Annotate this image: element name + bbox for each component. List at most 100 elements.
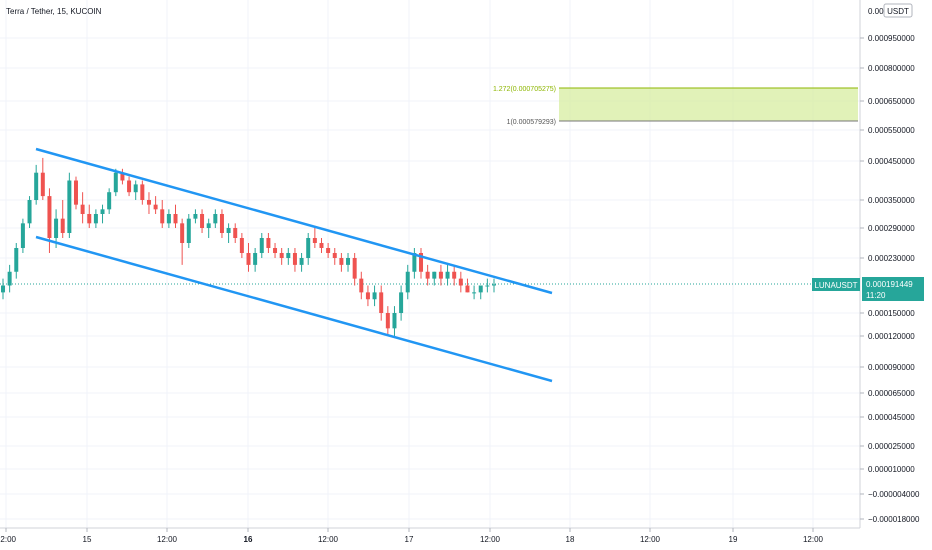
candle-body xyxy=(478,285,483,293)
last-price-label[interactable] xyxy=(862,277,924,301)
price-tick-label: 0.000045000 xyxy=(868,413,915,422)
price-tick-label: 0.000450000 xyxy=(868,157,915,166)
channel-upper-line[interactable] xyxy=(35,147,553,295)
candle-body xyxy=(93,214,98,224)
candle-body xyxy=(379,292,384,313)
price-tick-label: 0.000650000 xyxy=(868,97,915,106)
symbol-price-label[interactable] xyxy=(812,278,860,291)
time-axis[interactable]: 12:00 15 12:00 16 12:00 17 12:00 18 12:00 19 12:00 xyxy=(0,528,824,544)
candle-body xyxy=(127,180,132,193)
candle-body xyxy=(346,258,351,265)
candle-body xyxy=(385,313,390,329)
candle-body xyxy=(113,172,118,193)
candle-body xyxy=(392,313,397,329)
price-tick-label: 0.000120000 xyxy=(868,332,915,341)
price-tick-label: 0.000800000 xyxy=(868,64,915,73)
candle-body xyxy=(273,248,278,253)
time-tick-label: 12:00 xyxy=(157,535,178,544)
price-tick-label: 0.000550000 xyxy=(868,126,915,135)
candle-body xyxy=(173,214,178,224)
fib-label-1272: 1.272(0.000705275) xyxy=(493,86,556,93)
price-tick-label: 0.000150000 xyxy=(868,309,915,318)
candle-body xyxy=(40,172,45,197)
candle-body xyxy=(465,285,470,293)
time-tick-label: 12:00 xyxy=(640,535,661,544)
candle-body xyxy=(399,292,404,313)
candle-body xyxy=(279,253,284,258)
currency-badge-label: USDT xyxy=(887,7,909,16)
candle-body xyxy=(27,200,32,224)
currency-badge[interactable] xyxy=(883,3,913,18)
candle-body xyxy=(458,278,463,286)
candle-body xyxy=(405,271,410,293)
candle-body xyxy=(67,180,72,233)
candle-body xyxy=(246,253,251,265)
channel-lower-line[interactable] xyxy=(35,235,553,383)
candle-body xyxy=(359,278,364,293)
candle-body xyxy=(73,180,78,205)
candle-body xyxy=(253,253,258,265)
price-tick-label: 0.000025000 xyxy=(868,442,915,451)
candle-body xyxy=(20,223,25,248)
candle-body xyxy=(206,223,211,228)
price-tick-label: 0.000065000 xyxy=(868,389,915,398)
fib-zone[interactable] xyxy=(559,88,858,121)
price-axis[interactable]: 0.000950000 0.000800000 0.000650000 0.00055… xyxy=(860,34,920,524)
time-tick-label: 12:00 xyxy=(0,535,17,544)
candle-body xyxy=(146,200,151,205)
candle-body xyxy=(160,209,165,224)
candle-body xyxy=(54,218,59,238)
candle-body xyxy=(326,248,331,253)
candle-body xyxy=(186,218,191,243)
candle-body xyxy=(1,285,5,293)
candle-body xyxy=(266,238,271,248)
time-tick-label: 15 xyxy=(83,535,92,544)
candle-body xyxy=(339,258,344,265)
candle-body xyxy=(312,238,317,243)
candle-body xyxy=(259,238,264,253)
candle-body xyxy=(472,292,477,294)
candle-body xyxy=(452,271,457,279)
time-tick-label: 16 xyxy=(244,535,253,544)
candle-body xyxy=(352,258,357,279)
price-tick-label: −0.000018000 xyxy=(868,515,920,524)
time-tick-label: 12:00 xyxy=(480,535,501,544)
candle-body xyxy=(286,253,291,258)
time-tick-label: 17 xyxy=(405,535,414,544)
candle-body xyxy=(200,214,205,228)
candle-body xyxy=(306,238,311,258)
candle-body xyxy=(365,292,370,300)
candle-body xyxy=(219,214,224,233)
price-tick-label: −0.000004000 xyxy=(868,490,920,499)
candle-body xyxy=(226,228,231,233)
candle-body xyxy=(193,214,198,219)
candle-body xyxy=(319,243,324,248)
price-tick-label: 0.000090000 xyxy=(868,363,915,372)
symbol-title: Terra / Tether, 15, KUCOIN xyxy=(6,7,102,16)
candle-body xyxy=(372,292,377,300)
candle-body xyxy=(80,204,85,214)
candle-body xyxy=(140,184,145,200)
candle-body xyxy=(412,253,417,272)
symbol-price-label-text: LUNAUSDT xyxy=(814,281,857,290)
candle-body xyxy=(133,184,138,193)
candle-body xyxy=(239,238,244,253)
time-tick-label: 18 xyxy=(566,535,575,544)
candle-body xyxy=(34,172,39,200)
candle-body xyxy=(14,248,19,272)
candle-body xyxy=(432,271,437,279)
time-tick-label: 19 xyxy=(729,535,738,544)
price-tick-label: 0.000230000 xyxy=(868,254,915,263)
time-tick-label: 12:00 xyxy=(803,535,824,544)
candle-body xyxy=(299,258,304,265)
candle-body xyxy=(233,228,238,238)
price-axis-top-label: 0.00 xyxy=(868,7,884,16)
last-price-value: 0.000191449 xyxy=(866,280,913,289)
candle-body xyxy=(438,271,443,279)
candle-body xyxy=(445,271,450,279)
last-price-countdown: 11:20 xyxy=(866,291,886,300)
price-tick-label: 0.000350000 xyxy=(868,196,915,205)
candle-body xyxy=(419,253,424,272)
candle-body xyxy=(180,223,185,243)
